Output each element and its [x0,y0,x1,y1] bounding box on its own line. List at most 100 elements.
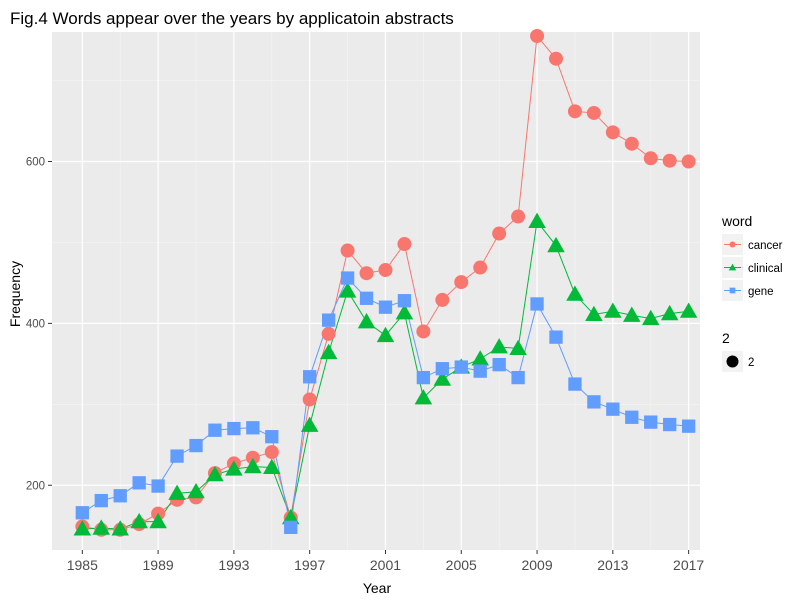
data-point-gene [359,291,374,305]
data-point-clinical [433,370,452,386]
data-point-clinical [528,212,546,228]
data-point-gene [416,370,431,385]
data-point-clinical [414,389,433,405]
data-point-gene [644,415,658,429]
data-point-gene [530,297,544,311]
y-axis-title: Frequency [7,261,23,327]
y-tick-label: 600 [26,157,45,169]
data-point-clinical [225,460,243,476]
legend-item-cancer: cancer [722,234,783,255]
data-point-clinical [660,304,679,321]
data-point-clinical [73,520,92,536]
series-layer [73,29,698,537]
legend-item-gene: gene [722,280,774,301]
data-point-gene [663,417,677,432]
data-point-cancer [662,153,677,168]
data-point-clinical [547,236,565,253]
data-point-cancer [530,29,545,44]
data-point-gene [246,421,260,435]
data-point-clinical [338,282,357,298]
data-point-clinical [168,484,186,500]
data-point-gene [397,294,412,308]
data-point-clinical [471,350,489,366]
series-clinical-points [73,212,698,536]
data-point-cancer [302,392,317,407]
data-point-cancer [321,326,336,341]
x-tick-label: 2009 [521,557,552,573]
data-point-clinical [641,309,660,326]
legend-square-icon [729,287,736,294]
data-point-gene [132,476,146,490]
data-point-clinical [263,458,281,475]
data-point-gene [340,271,355,285]
data-point-clinical [395,304,414,320]
x-tick-label: 1997 [294,557,325,573]
data-point-gene [151,479,165,493]
data-point-gene [189,438,203,453]
data-point-cancer [624,136,639,151]
data-point-clinical [357,313,376,329]
size-legend-label: 2 [748,357,754,369]
x-tick-label: 1989 [143,557,174,573]
data-point-clinical [679,302,698,318]
data-point-clinical [566,285,584,301]
data-point-gene [568,377,582,391]
data-point-clinical [149,512,167,529]
x-tick-label: 1985 [67,557,98,573]
data-point-cancer [245,450,260,465]
x-tick-label: 2013 [597,557,628,573]
data-point-clinical [319,343,338,360]
legend-label-clinical: clinical [748,263,783,275]
data-point-clinical [585,305,603,322]
data-point-clinical [206,465,224,482]
data-point-gene [113,489,127,503]
data-point-gene [625,410,639,424]
x-axis-ticks: 1985 1989 1993 1997 2001 2005 2009 2013 2017 [67,550,704,573]
data-point-clinical [92,519,111,535]
data-point-gene [170,449,184,463]
y-axis-ticks: 200 400 600 [26,157,52,492]
data-point-cancer [605,125,620,140]
x-tick-label: 2017 [673,557,704,573]
data-point-gene [208,423,222,437]
data-point-gene [321,313,336,327]
x-tick-label: 2005 [446,557,477,573]
data-point-cancer [435,292,450,307]
data-point-clinical [509,339,527,356]
x-axis-title: Year [363,580,392,596]
data-point-clinical [623,306,641,322]
x-tick-label: 1993 [218,557,249,573]
data-point-cancer [586,105,601,120]
data-point-clinical [244,457,262,474]
data-point-gene [681,419,696,433]
data-point-cancer [643,151,658,166]
data-point-clinical [490,338,508,354]
data-point-gene [284,520,298,534]
data-point-clinical [111,520,129,536]
data-point-gene [454,360,468,374]
data-point-gene [606,402,620,416]
data-point-gene [549,330,563,344]
y-tick-label: 400 [26,318,45,330]
chart-title: Fig.4 Words appear over the years by app… [10,9,454,28]
data-point-cancer [473,260,488,275]
data-point-clinical [281,508,300,525]
data-point-cancer [567,104,582,119]
size-legend-title: 2 [722,330,730,346]
data-point-clinical [376,326,395,343]
data-point-cancer [492,226,507,241]
data-point-gene [378,300,393,314]
minor-gridlines [52,32,700,550]
legend-label-cancer: cancer [748,240,783,252]
data-point-gene [94,493,108,508]
data-point-gene [265,430,279,444]
data-point-cancer [549,51,563,66]
data-point-cancer [340,243,355,258]
data-point-cancer [264,445,279,460]
legend: word cancer clinical gene 2 2 [721,213,783,372]
data-point-cancer [359,266,374,281]
plot-panel [52,32,700,550]
data-point-gene [303,370,317,384]
legend-circle-icon [729,241,736,248]
